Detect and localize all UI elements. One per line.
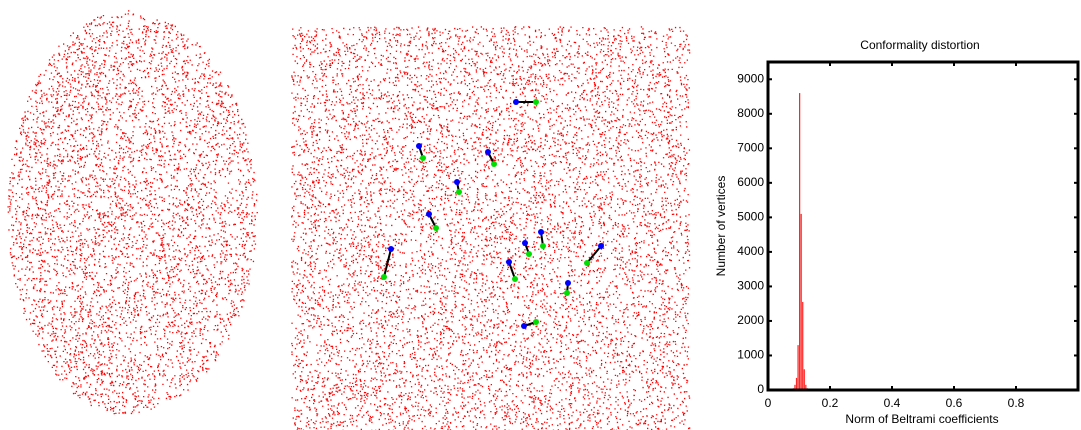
landmark-source [565,280,571,286]
y-tick-label: 2000 [737,313,764,327]
landmark-source [485,149,491,155]
bar [797,345,799,390]
landmark-target [456,189,462,195]
y-tick-label: 9000 [737,71,764,85]
landmark-source [522,240,528,246]
landmark-source [521,323,527,329]
bar [803,369,805,390]
y-tick-label: 1000 [737,348,764,362]
axes-frame [766,60,1080,392]
x-axis-label: Norm of Beltrami coefficients [845,412,998,426]
landmark-source [538,229,544,235]
landmark-target [512,276,518,282]
face-point-cloud [7,10,258,415]
landmark-target [420,155,426,161]
landmark-source [454,179,460,185]
bar [800,213,802,390]
y-tick-label: 0 [757,382,764,396]
bar [795,377,798,390]
flattened-point-cloud [291,26,691,430]
landmark-target [584,260,590,266]
landmark-target [540,243,546,249]
landmark-source [416,143,422,149]
y-tick-label: 8000 [737,106,764,120]
bar [805,384,807,390]
landmark-source [388,246,394,252]
landmark-target [433,225,439,231]
x-tick-label: 0.4 [884,396,901,410]
landmark-source [506,259,512,265]
y-axis-label: Number of vertices [714,176,728,277]
y-tick-label: 5000 [737,210,764,224]
point-clouds [7,10,691,430]
landmark-target [533,99,539,105]
landmark-source [513,99,519,105]
y-tick-label: 4000 [737,244,764,258]
landmark-arrow [586,245,602,264]
landmark-target [533,319,539,325]
landmark-arrow [508,261,516,280]
x-tick-label: 0 [765,396,772,410]
bar [794,384,796,390]
landmark-target [526,251,532,257]
landmark-target [491,161,497,167]
landmark-target [381,274,387,280]
bar [802,301,804,390]
landmark-source [426,211,432,217]
landmark-arrow [383,248,392,278]
x-tick-label: 0.6 [946,396,963,410]
landmark-target [564,290,570,296]
y-tick-label: 6000 [737,175,764,189]
x-tick-label: 0.8 [1008,396,1025,410]
landmark-source [598,243,604,249]
x-tick-label: 0.2 [822,396,839,410]
chart-title: Conformality distortion [860,38,979,52]
bar [799,93,801,391]
y-tick-label: 7000 [737,140,764,154]
y-tick-label: 3000 [737,279,764,293]
